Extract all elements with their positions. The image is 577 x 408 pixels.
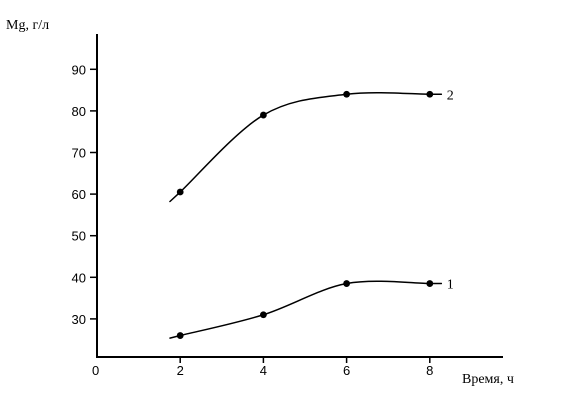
x-tick-label: 2 [177, 363, 184, 378]
series-1-point [176, 332, 184, 339]
series-1-point [343, 280, 350, 287]
series-2-point [260, 111, 267, 119]
series-group: 12 [169, 88, 454, 339]
x-tick-label: 4 [260, 363, 267, 378]
y-tick-label: 70 [72, 146, 86, 161]
x-ticks: 2 4 6 8 [177, 357, 433, 378]
series-label-2: 2 [447, 88, 454, 103]
series-line-2 [169, 91, 442, 203]
y-tick-label: 30 [72, 312, 86, 327]
x-tick-label: 8 [426, 363, 433, 378]
series-1-point [260, 311, 267, 319]
y-tick-label: 90 [72, 62, 86, 77]
series-2-point [343, 90, 350, 98]
series-line-1 [169, 280, 442, 339]
y-tick-label: 80 [72, 104, 86, 119]
y-tick-label: 50 [72, 229, 86, 244]
series-label-1: 1 [447, 278, 454, 293]
y-axis-label: Mg, г/л [6, 18, 49, 33]
series-2-point [426, 90, 434, 98]
y-tick-label: 40 [72, 270, 86, 285]
series-2-point [176, 188, 184, 196]
y-tick-label: 60 [72, 187, 86, 202]
x-axis-label: Время, ч [462, 372, 514, 387]
x-origin-label: 0 [92, 363, 99, 378]
y-ticks: 30 40 50 60 70 80 90 [72, 62, 97, 327]
axes [96, 34, 503, 358]
x-tick-label: 6 [343, 363, 350, 378]
series-1-point [426, 280, 434, 287]
